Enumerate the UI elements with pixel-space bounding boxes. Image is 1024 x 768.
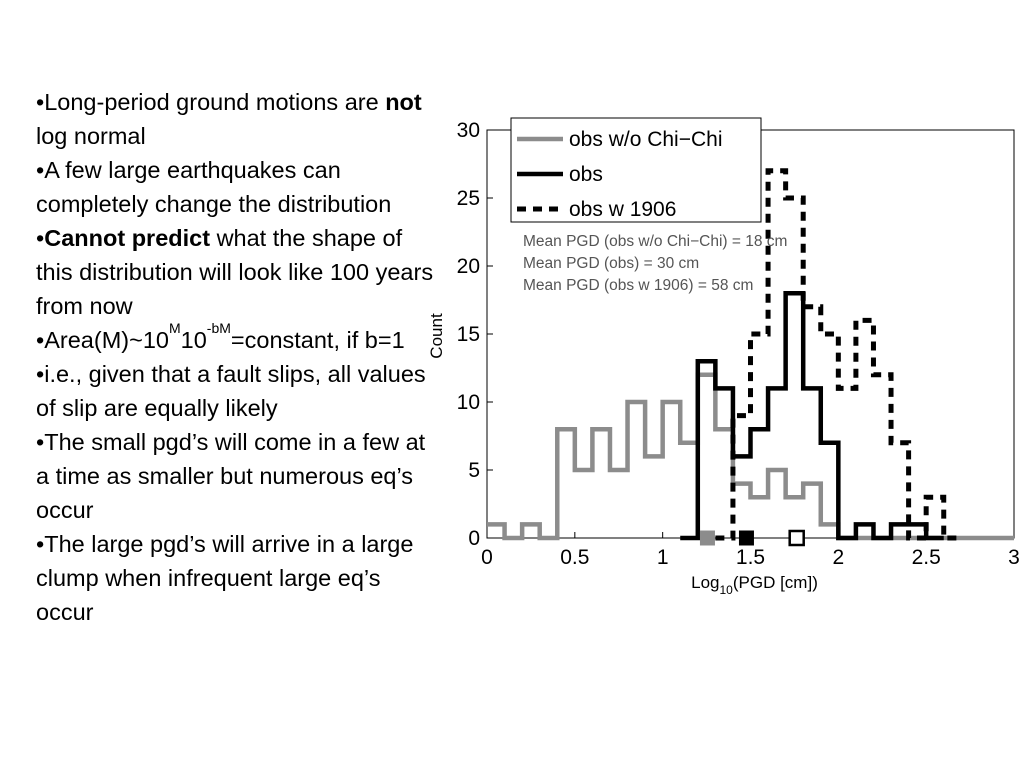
legend-label: obs w/o Chi−Chi [569, 128, 723, 151]
y-tick-label: 30 [457, 119, 480, 142]
x-axis-label-subscript: 10 [720, 583, 734, 597]
y-tick-label: 10 [457, 391, 480, 414]
x-tick-label: 1.5 [736, 546, 765, 569]
bullet-text: •The large pgd’s will arrive in a large … [36, 531, 414, 625]
x-tick-label: 0 [481, 546, 493, 569]
mean-annotation: Mean PGD (obs w 1906) = 58 cm [523, 277, 753, 294]
x-tick-label: 0.5 [560, 546, 589, 569]
bullet-text: log normal [36, 123, 146, 149]
x-axis-label-main: Log [691, 573, 719, 592]
bullet-text: =constant, if b=1 [230, 327, 405, 353]
y-tick-label: 15 [457, 323, 480, 346]
bullet-text: •i.e., given that a fault slips, all val… [36, 361, 426, 421]
superscript-text: M [168, 320, 181, 336]
bullet-text: • [36, 225, 45, 251]
superscript-text: -bM [206, 320, 231, 336]
bold-text: not [385, 89, 422, 115]
mean-annotation: Mean PGD (obs) = 30 cm [523, 255, 699, 272]
y-tick-label: 5 [468, 459, 480, 482]
bullet-text: •Long-period ground motions are [36, 89, 386, 115]
x-axis-label: Log10(PGD [cm]) [691, 573, 818, 597]
bullet-item: •Long-period ground motions are not log … [36, 85, 436, 153]
histogram-series-3 [715, 168, 962, 541]
legend-label: obs w 1906 [569, 198, 676, 221]
bullet-text: •A few large earthquakes can completely … [36, 157, 392, 217]
bullet-item: •The large pgd’s will arrive in a large … [36, 527, 436, 629]
bullet-text: 10 [180, 327, 207, 353]
mean-marker [738, 530, 754, 546]
legend-label: obs [569, 163, 603, 186]
y-tick-label: 0 [468, 527, 480, 550]
bold-text: Cannot predict [44, 225, 211, 251]
y-axis-label: Count [427, 313, 446, 359]
histogram-series-2 [680, 290, 944, 541]
mean-marker [788, 529, 805, 547]
mean-annotation: Mean PGD (obs w/o Chi−Chi) = 18 cm [523, 233, 787, 250]
x-tick-label: 2.5 [912, 546, 941, 569]
bullet-text: what the shape of this distribution will… [36, 225, 434, 319]
x-tick-label: 3 [1008, 546, 1020, 569]
x-tick-label: 1 [657, 546, 669, 569]
pgd-histogram-figure: 0 0.5 1 1.5 2 2.5 3 0 5 10 15 20 25 30 Log10(PGD [cm])… [420, 110, 1024, 600]
legend-box [510, 117, 762, 223]
bullet-item: •A few large earthquakes can completely … [36, 153, 436, 221]
bullet-item: •i.e., given that a fault slips, all val… [36, 357, 436, 425]
y-tick-label: 20 [457, 255, 480, 278]
bullet-item: •Area(M)~10M10-bM=constant, if b=1 [36, 320, 436, 357]
bullet-list: •Long-period ground motions are not log … [36, 85, 436, 629]
bullet-text: •Area(M)~10 [36, 327, 169, 353]
x-tick-label: 2 [832, 546, 844, 569]
mean-marker [699, 530, 715, 546]
bullet-item: •The small pgd’s will come in a few at a… [36, 425, 436, 527]
bullet-item: •Cannot predict what the shape of this d… [36, 221, 436, 323]
x-axis-label-rest: (PGD [cm]) [733, 573, 818, 592]
y-tick-label: 25 [457, 187, 480, 210]
bullet-text: •The small pgd’s will come in a few at a… [36, 429, 426, 523]
